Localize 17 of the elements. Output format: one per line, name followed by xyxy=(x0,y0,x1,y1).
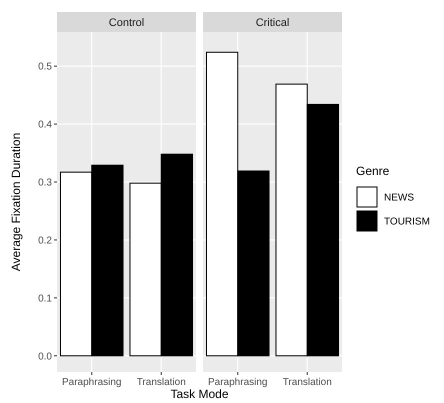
y-tick-label: 0.2 xyxy=(38,235,52,246)
x-tick-label: Paraphrasing xyxy=(208,377,268,388)
x-tick-label: Translation xyxy=(282,377,332,388)
y-axis-title: Average Fixation Duration xyxy=(9,132,23,272)
chart-title: Control xyxy=(108,17,144,29)
y-tick-label: 0.0 xyxy=(38,351,52,362)
legend-title: Genre xyxy=(356,164,390,178)
x-axis-title: Task Mode xyxy=(170,387,229,401)
y-tick-label: 0.4 xyxy=(38,120,52,131)
y-tick-label: 0.3 xyxy=(38,178,52,189)
y-tick-label: 0.1 xyxy=(38,293,52,304)
x-tick-label: Translation xyxy=(136,377,186,388)
y-tick-label: 0.5 xyxy=(38,62,52,73)
legend-label: NEWS xyxy=(384,192,414,204)
chart-title: Critical xyxy=(256,17,290,29)
legend-label: TOURISM xyxy=(384,216,430,228)
x-tick-label: Paraphrasing xyxy=(62,377,122,388)
